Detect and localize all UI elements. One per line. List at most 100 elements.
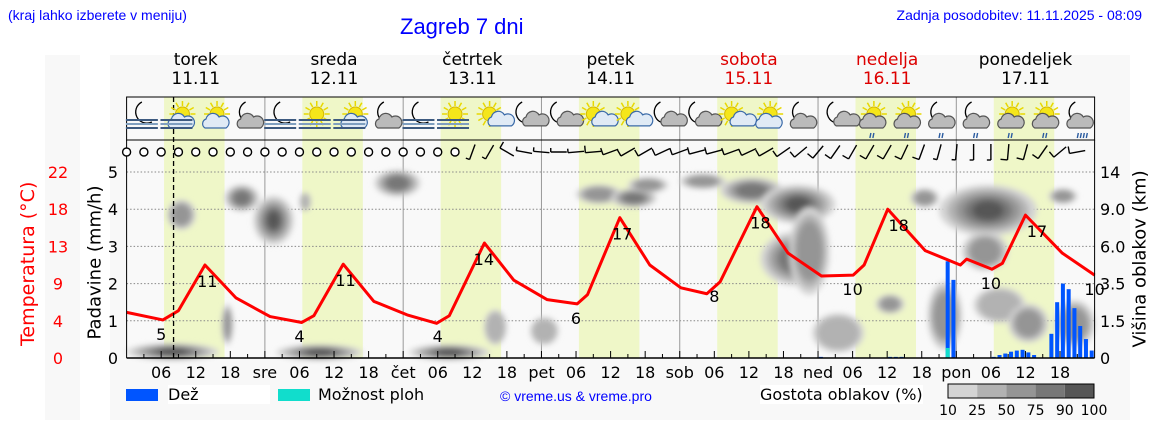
moon-cloud-rain-icon [962,101,991,139]
sun-ray [776,106,782,111]
x-tick-label: 06 [842,363,862,382]
wind-calm-icon [260,147,270,157]
wind-barb-icon [515,146,533,155]
wind-barb [669,147,673,155]
sun-fog-icon [298,101,331,129]
density-swatch [948,384,978,398]
temperature-label: 17 [612,225,632,244]
moon-cloud-icon [374,101,403,129]
moon-cloud-rain-icon [928,101,956,139]
cloud [729,110,758,127]
wind-barb-icon [634,147,653,157]
day-name: petek [586,50,635,70]
day-date: 12.11 [309,69,359,89]
sun-ray [734,102,739,108]
temperature-line [126,205,1096,325]
page-title: Zagreb 7 dni [400,14,524,39]
temperature-tick-label: 0 [53,349,63,368]
wind-staff [812,145,824,159]
cloud-patch [436,348,463,357]
density-scale-frame [947,383,1095,399]
x-tick-label: sob [666,363,694,382]
sun-ray [724,120,729,126]
precip-tick-label: 5 [108,163,118,182]
wind-barb [912,156,920,161]
wind-staff [723,148,740,156]
wind-staff [689,149,705,155]
wind-staff [741,147,757,157]
sun-cloud-icon [755,101,784,129]
temperature-label: 17 [1027,222,1047,241]
cloud [997,112,1025,129]
cloud-patch [267,211,280,230]
sun-ray [482,102,487,108]
temperature-label: 11 [197,272,217,291]
cloud [858,112,887,129]
rain-drop [1010,132,1013,139]
sun-ray [581,117,587,122]
wind-barb-icon [1016,144,1029,161]
sun-ray [320,102,324,108]
x-tick-label: 12 [877,363,897,382]
wind-calm-icon [156,147,166,157]
rain-drop [872,132,875,139]
rain-drop [1042,132,1045,139]
sun-ray [620,120,625,126]
icon-strip-frame [126,96,1096,141]
rain-drop [975,132,979,139]
density-tick-label: 75 [1027,403,1045,419]
sun-ray [880,106,886,111]
cloud-patch [915,191,935,205]
cloud-patch [386,175,409,191]
wind-barb-icon [876,144,892,160]
sun-cloud-rain-icon [893,101,922,139]
legend-cloud-density-label: Gostota oblakov (%) [760,385,923,404]
day-date: 11.11 [171,69,221,89]
sun-ray [738,106,744,111]
temperature-label: 14 [474,250,494,269]
day-date: 15.11 [724,69,774,89]
sun-ray [461,106,467,111]
cloud-patch [171,204,191,226]
sun-cloud-icon [202,101,231,129]
sun-ray [877,102,882,108]
sun-ray [758,106,764,111]
wind-calm-icon [312,147,322,157]
sun-ray [1035,106,1041,111]
wind-barb-icon [755,147,774,157]
copyright-link[interactable]: © vreme.us & vreme.pro [500,388,652,404]
x-tick-label: pet [528,363,554,382]
legend-showers-label: Možnost ploh [318,385,425,404]
sun-ray [209,102,214,108]
precip-bar [1089,350,1094,358]
sun-ray [631,102,636,108]
wind-barb [738,148,743,156]
wind-barb [876,154,884,160]
precip-tick-label: 4 [108,200,118,219]
wind-barb-icon [651,147,671,157]
wind-barb-icon [567,148,585,154]
day-name: sobota [720,50,778,70]
wind-barb-icon [842,144,858,160]
x-tick-label: 12 [739,363,759,382]
wind-barb [894,155,902,160]
precip-tick-label: 3 [108,237,118,256]
temperature-tick-label: 18 [48,200,68,219]
temperature-tick-label: 4 [53,312,63,331]
cloud-patch [972,200,1004,220]
wind-barb [704,147,708,155]
rain-drop [1076,132,1080,139]
wind-staff [1006,143,1010,161]
precip-tick-label: 0 [108,349,118,368]
location-hint: (kraj lahko izberete v meniju) [8,7,187,23]
sun-small-cloud-icon [718,101,758,127]
wind-barb-icon [616,147,636,157]
sun-ray [1050,102,1054,108]
cloud-patch [969,237,1001,265]
wind-staff [484,144,495,160]
cloud [1031,112,1060,129]
precip-bar [1049,333,1054,358]
sun-ray [223,106,229,111]
precip-bar [1078,326,1083,358]
x-tick-label: 12 [1015,363,1035,382]
